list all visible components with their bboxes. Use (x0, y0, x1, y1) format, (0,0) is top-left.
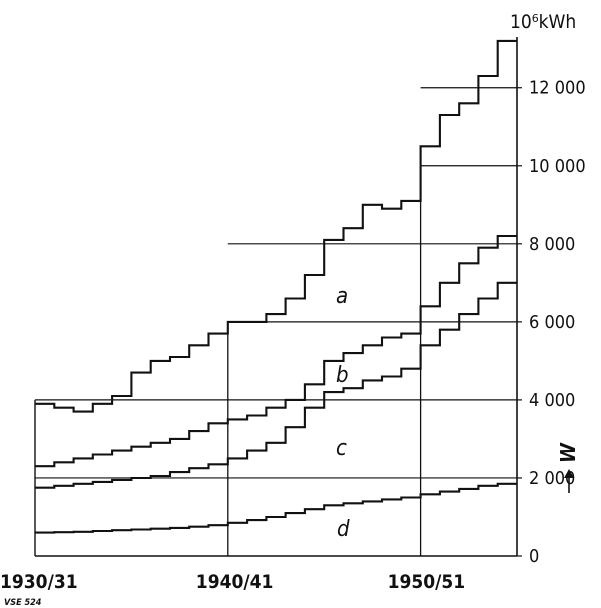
y-tick-label: 12 000 (529, 78, 586, 99)
series-line-b (35, 234, 517, 468)
labels: 10⁶kWh VSE 524 a b c d 0 2 000 4 000 6 000 8… (0, 11, 586, 608)
y-tick-label: 4 000 (529, 390, 575, 411)
x-tick-label: 1940/41 (196, 571, 274, 593)
series-lines (35, 39, 517, 534)
code-label: VSE 524 (4, 598, 42, 608)
y-tick-label: 10 000 (529, 156, 586, 177)
y-tick-label: 8 000 (529, 234, 575, 255)
y-tick-label: 6 000 (529, 312, 575, 333)
series-line-a (35, 39, 517, 413)
series-line-c (35, 281, 517, 489)
series-label-a: a (336, 284, 348, 309)
y-tick-label: 2 000 (529, 468, 575, 489)
y-tick-label: 0 (529, 546, 539, 567)
y-axis-symbol: W (556, 442, 580, 463)
unit-label: 10⁶kWh (510, 11, 576, 33)
series-label-b: b (336, 363, 349, 388)
series-label-c: c (336, 436, 347, 461)
x-tick-label: 1930/31 (0, 571, 78, 593)
series-label-d: d (337, 517, 350, 542)
x-tick-label: 1950/51 (388, 571, 466, 593)
arrow-head-icon (564, 469, 574, 478)
series-line-d (35, 482, 517, 534)
